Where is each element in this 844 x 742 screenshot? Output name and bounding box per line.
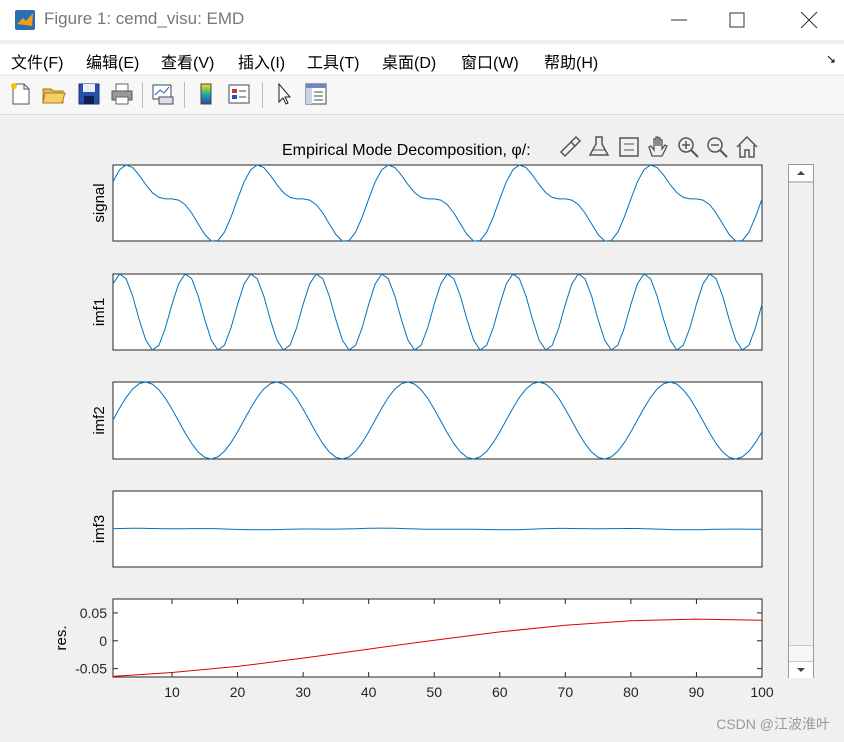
toolbar-separator	[142, 82, 143, 108]
menu-tools[interactable]: 工具(T)	[307, 55, 360, 72]
series-line-signal	[112, 164, 763, 242]
chevron-down-icon	[797, 668, 805, 672]
close-icon[interactable]	[786, 0, 832, 40]
minimize-icon[interactable]	[656, 0, 702, 40]
figure-toolbar	[0, 76, 844, 115]
axes-signal	[112, 164, 763, 242]
save-icon[interactable]	[76, 81, 102, 107]
scroll-down-button[interactable]	[789, 661, 813, 678]
watermark: CSDN @江波淮叶	[716, 716, 830, 732]
x-tick-label: 10	[164, 684, 180, 700]
series-line-imf3	[112, 527, 762, 531]
axes-res	[112, 598, 763, 678]
figure-title: Empirical Mode Decomposition, φ/:	[282, 142, 531, 159]
x-tick-label: 80	[623, 684, 639, 700]
series-line-imf1	[112, 273, 763, 351]
series-line-residual	[112, 618, 763, 677]
menu-help[interactable]: 帮助(H)	[544, 55, 599, 72]
scroll-thumb[interactable]	[789, 182, 813, 646]
rotate-icon[interactable]	[616, 134, 642, 160]
menu-file[interactable]: 文件(F)	[11, 55, 64, 72]
x-tick-label: 60	[492, 684, 508, 700]
maximize-icon[interactable]	[714, 0, 760, 40]
x-tick-label: 50	[426, 684, 442, 700]
axes-imf2	[112, 381, 763, 460]
x-tick-label: 70	[558, 684, 574, 700]
menu-window[interactable]: 窗口(W)	[461, 55, 519, 72]
matlab-app-icon	[15, 10, 35, 30]
brush-icon[interactable]	[557, 134, 583, 160]
ylabel-imf3: imf3	[91, 515, 108, 543]
print-icon[interactable]	[109, 81, 135, 107]
legend-icon[interactable]	[226, 81, 252, 107]
x-tick-label: 90	[689, 684, 705, 700]
zoom-in-icon[interactable]	[675, 134, 701, 160]
vertical-scrollbar[interactable]	[788, 164, 814, 678]
colorbar-icon[interactable]	[193, 81, 219, 107]
ylabel-res: res.	[53, 625, 70, 650]
arrow-icon[interactable]: ↘	[825, 52, 836, 66]
zoom-out-icon[interactable]	[704, 134, 730, 160]
menu-edit[interactable]: 编辑(E)	[86, 55, 140, 72]
y-tick-label: 0.05	[80, 605, 107, 621]
menu-insert[interactable]: 插入(I)	[238, 55, 286, 72]
home-icon[interactable]	[734, 134, 760, 160]
ylabel-signal: signal	[91, 183, 108, 222]
menu-view[interactable]: 查看(V)	[161, 55, 215, 72]
ylabel-imf1: imf1	[91, 298, 108, 326]
ylabel-imf2: imf2	[91, 406, 108, 434]
open-file-icon[interactable]	[41, 81, 67, 107]
x-tick-label: 30	[295, 684, 311, 700]
y-tick-label: 0	[99, 633, 107, 649]
x-tick-label: 20	[230, 684, 246, 700]
new-figure-icon[interactable]	[8, 81, 34, 107]
pointer-icon[interactable]	[271, 81, 297, 107]
menu-bar: 文件(F) 编辑(E) 查看(V) 插入(I) 工具(T) 桌面(D) 窗口(W…	[0, 44, 844, 74]
pan-icon[interactable]	[645, 134, 671, 160]
window-titlebar: Figure 1: cemd_visu: EMD	[0, 0, 844, 40]
toolbar-separator	[262, 82, 263, 108]
chevron-up-icon	[797, 171, 805, 175]
x-tick-label: 100	[750, 684, 774, 700]
window-title: Figure 1: cemd_visu: EMD	[44, 9, 245, 28]
scroll-up-button[interactable]	[789, 165, 813, 182]
series-line-imf2	[112, 381, 763, 460]
link-plot-icon[interactable]	[150, 81, 176, 107]
y-tick-label: -0.05	[75, 661, 107, 677]
toolbar-separator	[184, 82, 185, 108]
property-editor-icon[interactable]	[303, 81, 329, 107]
data-cursor-icon[interactable]	[587, 134, 613, 160]
x-tick-label: 40	[361, 684, 377, 700]
menu-desktop[interactable]: 桌面(D)	[382, 55, 437, 72]
